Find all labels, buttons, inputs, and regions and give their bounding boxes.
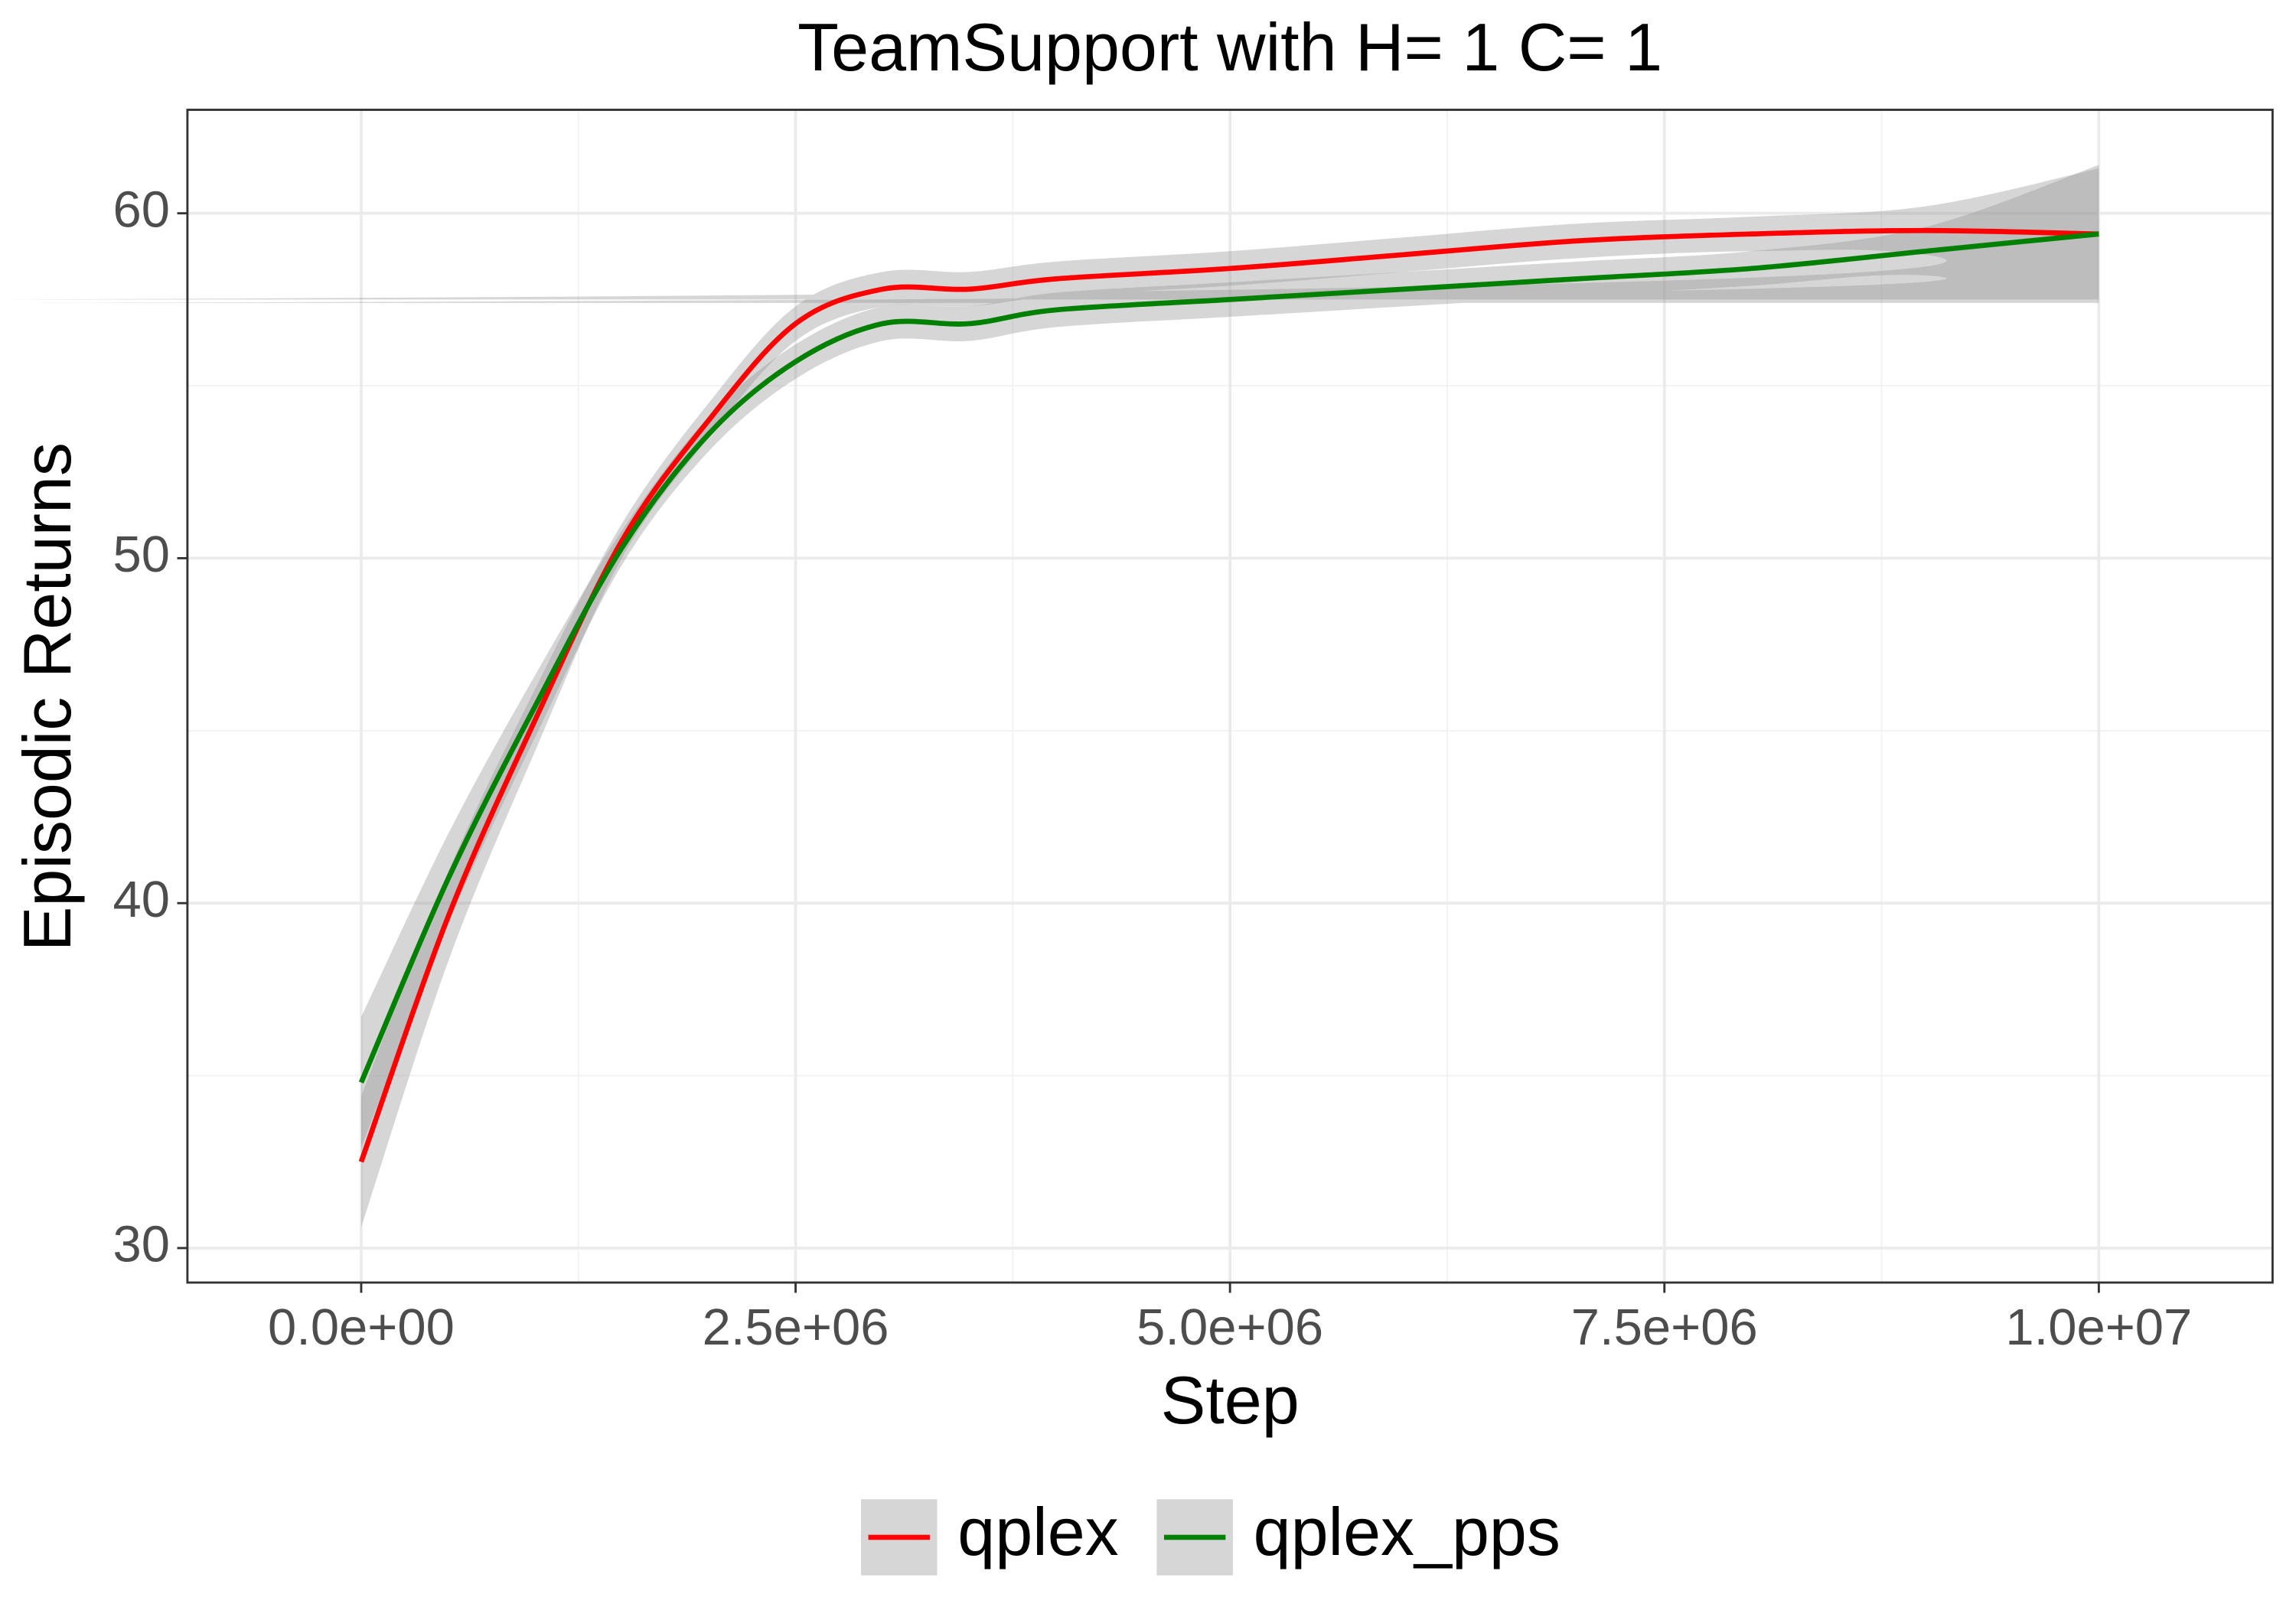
line xyxy=(358,227,2099,1163)
y-tick-label: 30 xyxy=(113,1216,169,1273)
chart-title: TeamSupport with H= 1 C= 1 xyxy=(797,9,1662,85)
plot-border xyxy=(186,109,2274,1284)
x-tick-label: 1.0e+07 xyxy=(2005,1299,2192,1356)
x-axis-title: Step xyxy=(1161,1362,1300,1438)
x-tick-label: 0.0e+00 xyxy=(268,1299,455,1356)
x-tick-label: 2.5e+06 xyxy=(703,1299,889,1356)
x-tick-label: 5.0e+06 xyxy=(1137,1299,1323,1356)
legend-label: qplex_pps xyxy=(1254,1494,1561,1570)
legend-label: qplex xyxy=(957,1494,1118,1570)
y-tick-label: 50 xyxy=(113,526,169,583)
y-tick-label: 40 xyxy=(113,871,169,928)
y-tick-label: 60 xyxy=(113,181,169,238)
confidence-band xyxy=(0,165,2099,1149)
confidence-band xyxy=(0,168,2099,1227)
y-axis-title: Episodic Returns xyxy=(9,442,85,951)
x-tick-label: 7.5e+06 xyxy=(1571,1299,1758,1356)
line xyxy=(358,231,2099,1084)
